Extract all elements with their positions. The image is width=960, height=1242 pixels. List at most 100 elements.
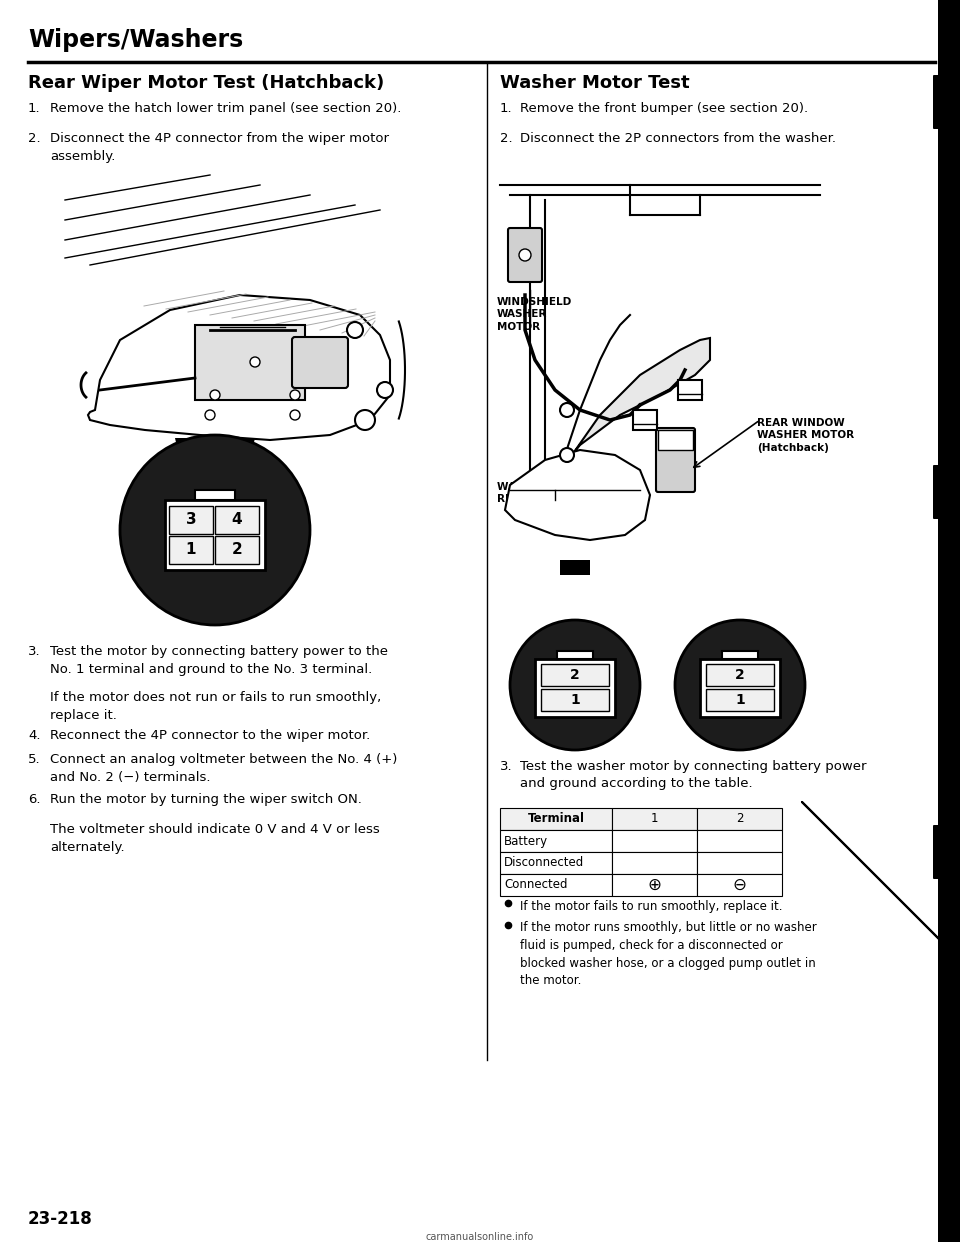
Text: 1: 1: [185, 543, 196, 558]
Text: 3.: 3.: [28, 645, 40, 658]
Bar: [541, 664, 609, 686]
Circle shape: [355, 410, 375, 430]
Circle shape: [120, 435, 310, 625]
Text: If the motor runs smoothly, but little or no washer
fluid is pumped, check for a: If the motor runs smoothly, but little o…: [520, 922, 817, 987]
Bar: [215, 505, 259, 534]
FancyBboxPatch shape: [700, 660, 780, 717]
Bar: [697, 852, 782, 874]
Text: Connected: Connected: [504, 878, 567, 892]
Bar: [697, 830, 782, 852]
FancyBboxPatch shape: [933, 465, 953, 519]
Text: 4: 4: [231, 513, 242, 528]
Polygon shape: [560, 560, 590, 575]
Circle shape: [560, 402, 574, 417]
Circle shape: [377, 383, 393, 397]
Circle shape: [510, 620, 640, 750]
Bar: [169, 537, 213, 564]
Circle shape: [290, 410, 300, 420]
Text: 2: 2: [735, 668, 745, 682]
FancyBboxPatch shape: [933, 75, 953, 129]
Text: 2: 2: [570, 668, 580, 682]
Bar: [706, 689, 774, 710]
Text: WASHER FLUID
RESERVOIR: WASHER FLUID RESERVOIR: [497, 482, 586, 504]
Text: 1: 1: [651, 812, 659, 826]
FancyBboxPatch shape: [722, 651, 758, 660]
Text: 4.: 4.: [28, 729, 40, 741]
Text: 2.: 2.: [28, 132, 40, 145]
Text: 1: 1: [735, 693, 745, 707]
Text: Disconnect the 4P connector from the wiper motor
assembly.: Disconnect the 4P connector from the wip…: [50, 132, 389, 163]
Text: Test the washer motor by connecting battery power
and ground according to the ta: Test the washer motor by connecting batt…: [520, 760, 867, 790]
Text: Disconnect the 2P connectors from the washer.: Disconnect the 2P connectors from the wa…: [520, 132, 836, 145]
Text: 23-218: 23-218: [28, 1210, 93, 1228]
Text: WINDSHIELD
WASHER
MOTOR: WINDSHIELD WASHER MOTOR: [497, 297, 572, 332]
FancyBboxPatch shape: [508, 229, 542, 282]
Circle shape: [210, 390, 220, 400]
Text: 5.: 5.: [28, 753, 40, 766]
Text: Remove the front bumper (see section 20).: Remove the front bumper (see section 20)…: [520, 102, 808, 116]
Bar: [697, 874, 782, 895]
Bar: [169, 505, 213, 534]
Text: Connect an analog voltmeter between the No. 4 (+)
and No. 2 (−) terminals.: Connect an analog voltmeter between the …: [50, 753, 397, 784]
Text: Battery: Battery: [504, 835, 548, 847]
Text: 3: 3: [185, 513, 196, 528]
Polygon shape: [175, 438, 255, 460]
Text: Test the motor by connecting battery power to the
No. 1 terminal and ground to t: Test the motor by connecting battery pow…: [50, 645, 388, 676]
Text: ⊕: ⊕: [648, 876, 661, 894]
FancyBboxPatch shape: [658, 430, 693, 450]
Text: Reconnect the 4P connector to the wiper motor.: Reconnect the 4P connector to the wiper …: [50, 729, 371, 741]
FancyBboxPatch shape: [933, 825, 953, 879]
Text: Rear Wiper Motor Test (Hatchback): Rear Wiper Motor Test (Hatchback): [28, 75, 384, 92]
FancyBboxPatch shape: [535, 660, 615, 717]
Circle shape: [675, 620, 805, 750]
Text: 3.: 3.: [500, 760, 513, 773]
Polygon shape: [505, 450, 650, 540]
FancyBboxPatch shape: [165, 501, 265, 570]
FancyBboxPatch shape: [557, 651, 593, 660]
FancyBboxPatch shape: [656, 428, 695, 492]
Bar: [612, 809, 697, 830]
Bar: [215, 537, 259, 564]
Text: Washer Motor Test: Washer Motor Test: [500, 75, 689, 92]
FancyBboxPatch shape: [195, 491, 235, 501]
Bar: [500, 830, 612, 852]
Text: Remove the hatch lower trim panel (see section 20).: Remove the hatch lower trim panel (see s…: [50, 102, 401, 116]
Bar: [938, 0, 960, 1242]
Circle shape: [560, 448, 574, 462]
Circle shape: [205, 410, 215, 420]
FancyBboxPatch shape: [678, 380, 702, 400]
Text: carmanualsonline.info: carmanualsonline.info: [426, 1232, 534, 1242]
Bar: [612, 830, 697, 852]
Text: 1: 1: [570, 693, 580, 707]
Bar: [500, 809, 612, 830]
Text: The voltmeter should indicate 0 V and 4 V or less
alternately.: The voltmeter should indicate 0 V and 4 …: [50, 823, 380, 853]
Bar: [541, 689, 609, 710]
Bar: [612, 874, 697, 895]
Text: Wipers/Washers: Wipers/Washers: [28, 29, 243, 52]
Bar: [500, 852, 612, 874]
Bar: [697, 809, 782, 830]
Bar: [706, 664, 774, 686]
Text: If the motor does not run or fails to run smoothly,
replace it.: If the motor does not run or fails to ru…: [50, 691, 381, 722]
FancyBboxPatch shape: [633, 410, 657, 430]
FancyBboxPatch shape: [195, 325, 305, 400]
Text: Terminal: Terminal: [527, 812, 585, 826]
Text: 2.: 2.: [500, 132, 513, 145]
Circle shape: [250, 356, 260, 366]
Circle shape: [519, 248, 531, 261]
Text: 6.: 6.: [28, 792, 40, 806]
Text: 2: 2: [735, 812, 743, 826]
Polygon shape: [88, 296, 390, 440]
FancyBboxPatch shape: [292, 337, 348, 388]
Polygon shape: [555, 338, 710, 491]
Bar: [500, 874, 612, 895]
Text: 2: 2: [231, 543, 242, 558]
Circle shape: [347, 322, 363, 338]
Text: 1.: 1.: [500, 102, 513, 116]
Text: ⊖: ⊖: [732, 876, 747, 894]
Text: Disconnected: Disconnected: [504, 857, 585, 869]
Text: If the motor fails to run smoothly, replace it.: If the motor fails to run smoothly, repl…: [520, 900, 782, 913]
Bar: [612, 852, 697, 874]
Text: 1.: 1.: [28, 102, 40, 116]
Circle shape: [290, 390, 300, 400]
